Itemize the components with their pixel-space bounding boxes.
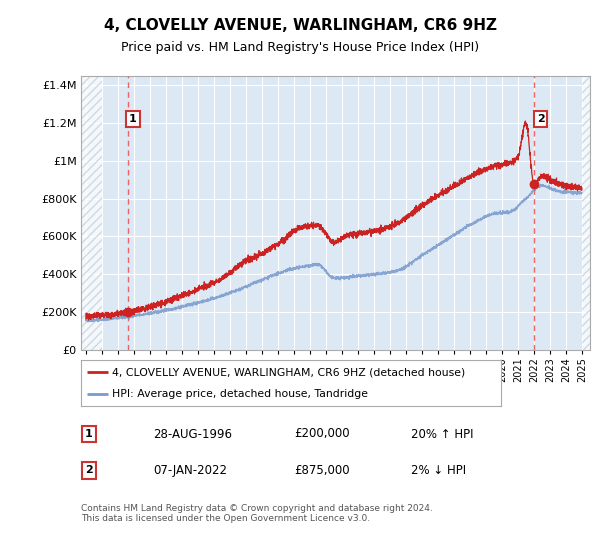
Text: 2% ↓ HPI: 2% ↓ HPI [411, 464, 466, 477]
Text: 4, CLOVELLY AVENUE, WARLINGHAM, CR6 9HZ (detached house): 4, CLOVELLY AVENUE, WARLINGHAM, CR6 9HZ … [113, 367, 466, 377]
Text: Contains HM Land Registry data © Crown copyright and database right 2024.
This d: Contains HM Land Registry data © Crown c… [81, 504, 433, 524]
Text: 28-AUG-1996: 28-AUG-1996 [153, 427, 232, 441]
Bar [81, 76, 102, 350]
Bar [582, 76, 590, 350]
Text: 1: 1 [85, 429, 92, 439]
Text: HPI: Average price, detached house, Tandridge: HPI: Average price, detached house, Tand… [113, 389, 368, 399]
Text: 2: 2 [536, 114, 544, 124]
Text: £200,000: £200,000 [294, 427, 350, 441]
Text: 07-JAN-2022: 07-JAN-2022 [153, 464, 227, 477]
Text: 1: 1 [129, 114, 137, 124]
Text: 20% ↑ HPI: 20% ↑ HPI [411, 427, 473, 441]
Text: Price paid vs. HM Land Registry's House Price Index (HPI): Price paid vs. HM Land Registry's House … [121, 41, 479, 54]
Text: 2: 2 [85, 465, 92, 475]
Text: £875,000: £875,000 [294, 464, 350, 477]
Text: 4, CLOVELLY AVENUE, WARLINGHAM, CR6 9HZ: 4, CLOVELLY AVENUE, WARLINGHAM, CR6 9HZ [104, 18, 497, 32]
